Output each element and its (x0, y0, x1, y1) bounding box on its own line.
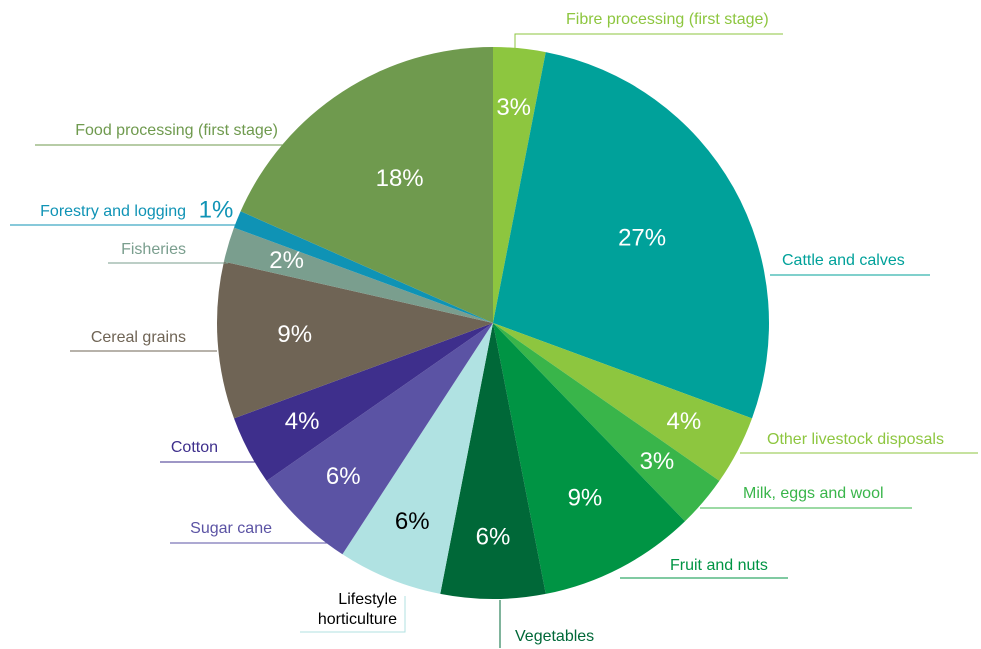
category-label: Fibre processing (first stage) (566, 11, 769, 28)
value-label: 27% (618, 224, 666, 251)
category-label: Food processing (first stage) (75, 122, 278, 139)
category-label: Fruit and nuts (670, 557, 768, 574)
pie-slice (493, 52, 770, 419)
category-label: Lifestyle horticulture (317, 591, 397, 628)
value-label: 9% (277, 321, 312, 348)
value-label: 18% (376, 165, 424, 192)
category-label: Fisheries (121, 241, 186, 258)
pie-slice (493, 323, 686, 594)
category-label: Milk, eggs and wool (743, 485, 884, 502)
category-label: Sugar cane (190, 520, 272, 537)
pie-slice (342, 323, 493, 594)
value-label: 3% (496, 94, 531, 121)
pie-slice (216, 261, 494, 419)
pie-slice (233, 323, 493, 481)
category-label-box: Lifestyle horticulture (317, 591, 397, 628)
pie-slice (233, 211, 493, 323)
pie-slice (240, 47, 493, 323)
value-label: 4% (285, 408, 320, 435)
value-label: 1% (199, 196, 234, 223)
leader-line (300, 596, 406, 633)
category-label: Forestry and logging (40, 203, 186, 220)
value-label: 6% (395, 508, 430, 535)
pie-slice (493, 323, 753, 481)
category-label: Cotton (171, 439, 218, 456)
category-label: Vegetables (515, 628, 594, 645)
pie-slice (223, 227, 493, 323)
category-label: Cattle and calves (782, 252, 905, 269)
category-label: Cereal grains (91, 329, 186, 346)
leader-line (514, 33, 783, 50)
value-label: 6% (326, 463, 361, 490)
pie-slice (440, 323, 546, 599)
value-label: 4% (667, 408, 702, 435)
value-label: 6% (476, 524, 511, 551)
pie-slice (493, 323, 720, 522)
pie-slice (266, 323, 493, 555)
category-label: Other livestock disposals (767, 431, 944, 448)
value-label: 9% (568, 485, 603, 512)
value-label: 3% (640, 448, 675, 475)
value-label: 2% (269, 247, 304, 274)
pie-slice (493, 47, 546, 323)
